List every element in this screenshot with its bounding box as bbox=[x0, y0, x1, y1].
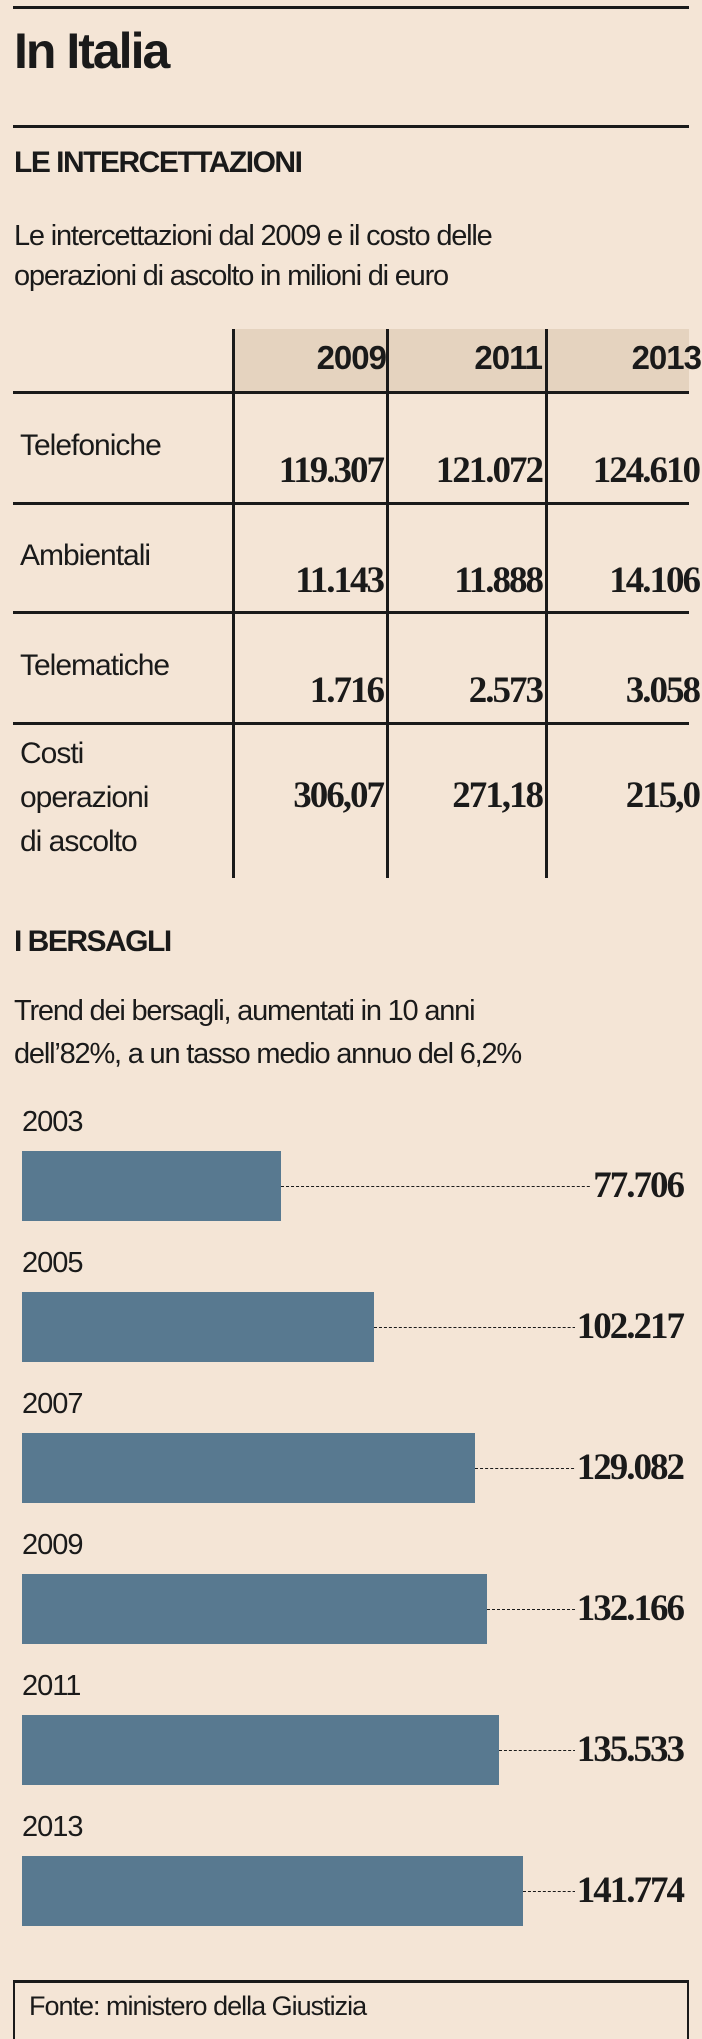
subtitle-line: Trend dei bersagli, aumentati in 10 anni bbox=[14, 995, 476, 1027]
row-divider bbox=[13, 502, 689, 505]
section-heading-bersagli: I BERSAGLI bbox=[14, 925, 172, 958]
section-subtitle: Le intercettazioni dal 2009 e il costo d… bbox=[14, 216, 493, 296]
row-label-line: di ascolto bbox=[20, 825, 138, 858]
intercettazioni-table: 2009 2011 2013 Telefoniche 119.307 121.0… bbox=[13, 329, 702, 878]
bar bbox=[22, 1856, 523, 1926]
table-cell: 215,0 bbox=[625, 775, 701, 816]
subtitle-line: operazioni di ascolto in milioni di euro bbox=[14, 260, 449, 292]
bar-category-label: 2005 bbox=[22, 1247, 84, 1279]
source-box: Fonte: ministero della Giustizia bbox=[13, 1980, 689, 2039]
bar bbox=[22, 1715, 500, 1785]
bar-value-label: 132.166 bbox=[574, 1587, 685, 1630]
row-label-line: operazioni bbox=[20, 781, 149, 814]
row-divider bbox=[13, 722, 689, 725]
column-header: 2011 bbox=[474, 339, 543, 376]
bar-value-label: 77.706 bbox=[591, 1164, 685, 1207]
subtitle-line: dell’82%, a un tasso medio annuo del 6,2… bbox=[14, 1038, 522, 1070]
row-label: Costi operazioni di ascolto bbox=[20, 732, 149, 864]
bar-value-label: 129.082 bbox=[574, 1446, 685, 1489]
bar-category-label: 2003 bbox=[22, 1106, 84, 1138]
bar bbox=[22, 1433, 476, 1503]
section-heading-intercettazioni: LE INTERCETTAZIONI bbox=[14, 146, 303, 179]
column-header: 2013 bbox=[631, 339, 702, 376]
bar-category-label: 2013 bbox=[22, 1811, 84, 1843]
page-title: In Italia bbox=[14, 23, 170, 79]
row-label: Telematiche bbox=[20, 649, 170, 682]
table-cell: 121.072 bbox=[435, 450, 544, 491]
leader-line bbox=[486, 1609, 660, 1610]
bar-value-label: 141.774 bbox=[574, 1869, 685, 1912]
column-divider bbox=[232, 329, 235, 878]
row-label: Ambientali bbox=[20, 539, 151, 572]
title-rule bbox=[13, 125, 689, 128]
subtitle-line: Le intercettazioni dal 2009 e il costo d… bbox=[14, 220, 493, 252]
column-divider bbox=[545, 329, 548, 878]
table-cell: 3.058 bbox=[625, 670, 701, 711]
table-header-background bbox=[233, 329, 689, 391]
leader-line bbox=[475, 1468, 660, 1469]
bar-value-label: 102.217 bbox=[574, 1305, 685, 1348]
top-rule bbox=[13, 6, 689, 9]
source-text: Fonte: ministero della Giustizia bbox=[29, 1991, 367, 2021]
column-divider bbox=[386, 329, 389, 878]
table-cell: 306,07 bbox=[293, 775, 385, 816]
table-cell: 124.610 bbox=[592, 450, 701, 491]
column-header: 2009 bbox=[316, 339, 387, 376]
section-subtitle: Trend dei bersagli, aumentati in 10 anni… bbox=[14, 990, 522, 1076]
table-cell: 1.716 bbox=[309, 670, 385, 711]
row-label: Telefoniche bbox=[20, 429, 162, 462]
bersagli-bar-chart: 2003 77.706 2005 102.217 2007 129.082 2009 132.… bbox=[22, 1106, 685, 1926]
table-cell: 271,18 bbox=[452, 775, 544, 816]
row-label-line: Costi bbox=[20, 737, 84, 770]
bar-category-label: 2009 bbox=[22, 1529, 84, 1561]
table-cell: 14.106 bbox=[609, 560, 701, 601]
table-cell: 119.307 bbox=[278, 450, 385, 491]
table-cell: 2.573 bbox=[468, 670, 544, 711]
leader-line bbox=[373, 1327, 660, 1328]
bar bbox=[22, 1151, 282, 1221]
row-divider bbox=[13, 391, 689, 394]
table-cell: 11.143 bbox=[295, 560, 385, 601]
bar-category-label: 2007 bbox=[22, 1388, 84, 1420]
row-divider bbox=[13, 611, 689, 614]
bar bbox=[22, 1292, 374, 1362]
bar-category-label: 2011 bbox=[22, 1670, 81, 1702]
bar-value-label: 135.533 bbox=[574, 1728, 685, 1771]
table-cell: 11.888 bbox=[454, 560, 544, 601]
leader-line bbox=[281, 1186, 660, 1187]
bar bbox=[22, 1574, 487, 1644]
